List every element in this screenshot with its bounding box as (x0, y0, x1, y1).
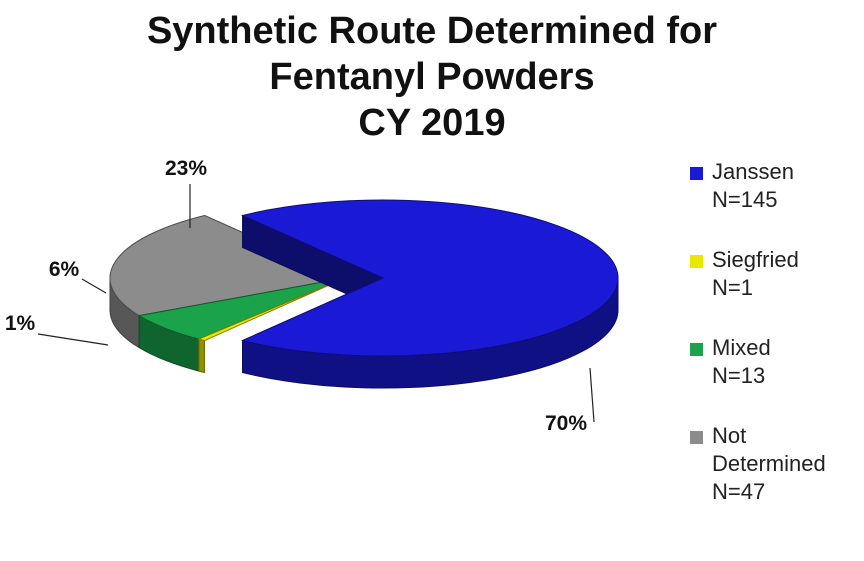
legend-swatch-mixed (690, 343, 703, 356)
legend-label-mixed: Mixed (712, 335, 771, 360)
legend-label-not-determined-line-1: Not (712, 423, 747, 448)
legend-count-janssen: N=145 (712, 187, 778, 212)
pie-slice-siegfried (197, 277, 346, 374)
leader-line-janssen (589, 367, 595, 423)
data-label-janssen: 70% (545, 412, 587, 435)
legend-swatch-not-determined (690, 431, 703, 444)
title-line-3: CY 2019 (358, 102, 506, 144)
legend-item-mixed: Mixed N=13 (690, 334, 860, 390)
chart-title: Synthetic Route Determined for Fentanyl … (0, 8, 864, 146)
pie-slice-janssen (241, 199, 619, 389)
legend-swatch-janssen (690, 167, 703, 180)
data-label-not-determined: 23% (165, 157, 207, 180)
legend-count-mixed: N=13 (712, 363, 766, 388)
pie-side-siegfried (198, 338, 206, 374)
data-label-mixed: 6% (49, 258, 80, 281)
legend: Janssen N=145 Siegfried N=1 Mixed N=13 N… (690, 158, 860, 506)
legend-count-not-determined: N=47 (712, 479, 766, 504)
legend-label-siegfried: Siegfried (712, 247, 799, 272)
pie-top-not-determined (109, 214, 347, 317)
title-line-1: Synthetic Route Determined for (146, 10, 718, 52)
title-line-2: Fentanyl Powders (269, 56, 595, 98)
legend-item-siegfried: Siegfried N=1 (690, 246, 860, 302)
leader-line-siegfried (37, 333, 109, 346)
data-label-siegfried: 1% (5, 312, 36, 335)
pie-top-janssen (241, 199, 619, 357)
leader-line-mixed (81, 278, 107, 294)
legend-count-siegfried: N=1 (712, 275, 753, 300)
legend-label-janssen: Janssen (712, 159, 794, 184)
legend-swatch-siegfried (690, 255, 703, 268)
legend-item-not-determined: Not Determined N=47 (690, 422, 860, 506)
pie-slice-not-determined (109, 214, 347, 349)
legend-label-not-determined-line-2: Determined (712, 451, 826, 476)
pie-top-siegfried (197, 277, 346, 342)
pie-slice-mixed (137, 277, 346, 372)
legend-item-janssen: Janssen N=145 (690, 158, 860, 214)
